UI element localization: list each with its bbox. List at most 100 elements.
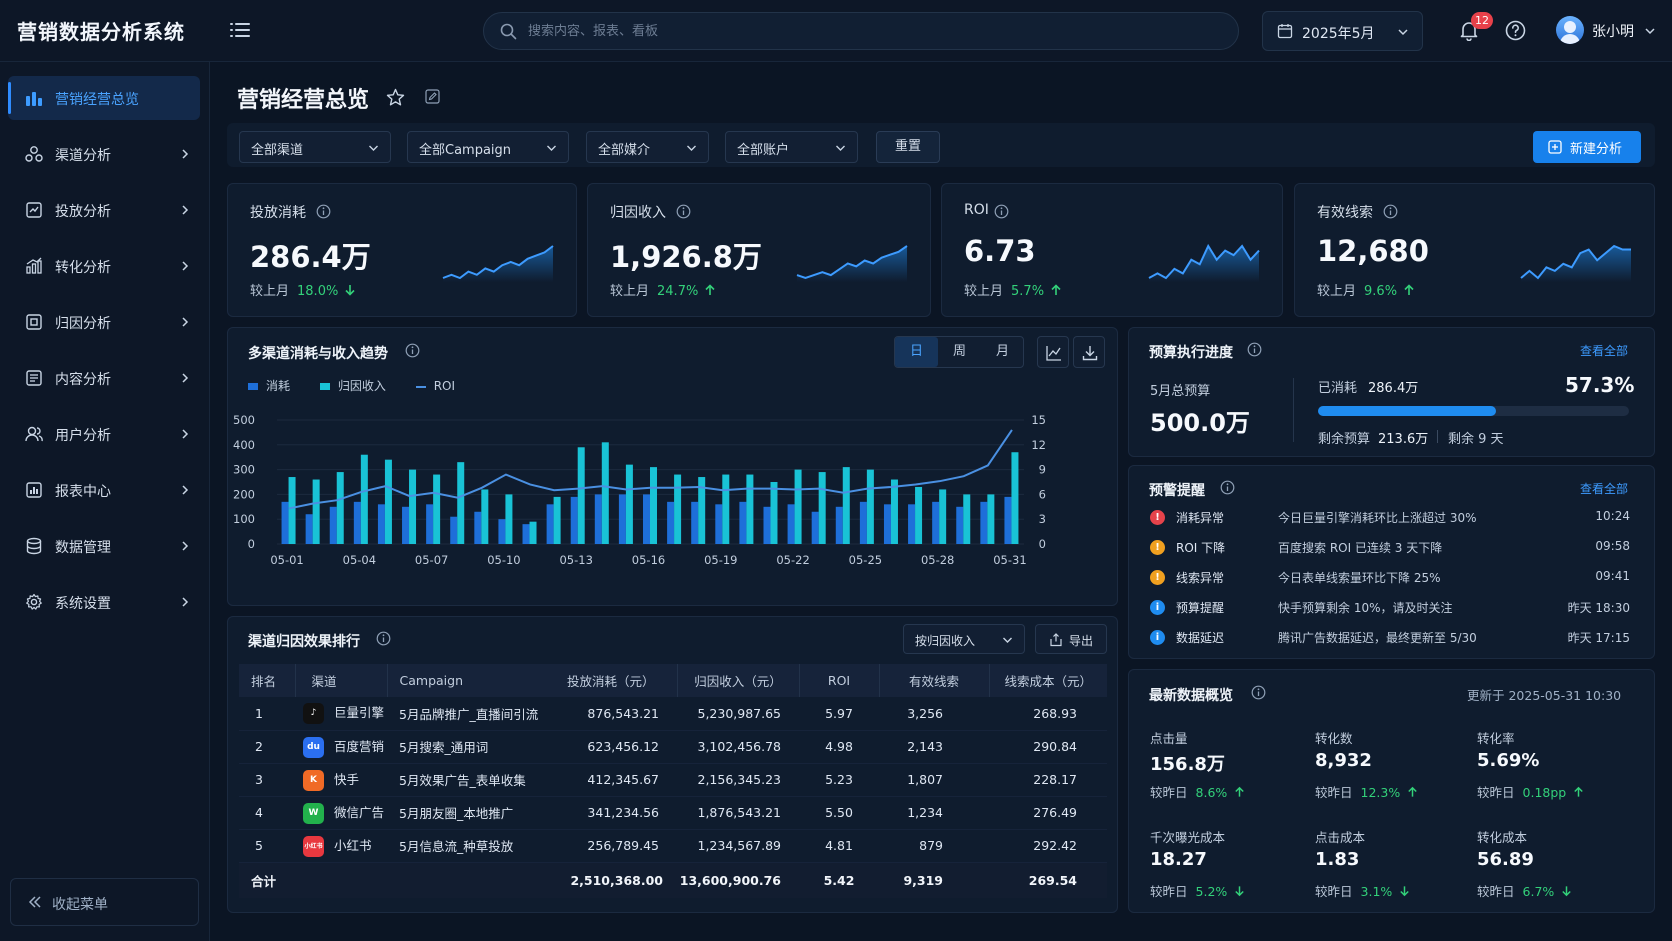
- campaign-select[interactable]: 全部Campaign: [407, 131, 569, 163]
- kpi-card-revenue[interactable]: 归因收入 1,926.8万 较上月 24.7%: [587, 183, 931, 317]
- period-week-button[interactable]: 周: [952, 344, 966, 359]
- bar-revenue[interactable]: [384, 459, 392, 544]
- bar-spend[interactable]: [643, 494, 650, 544]
- bar-revenue[interactable]: [336, 472, 344, 544]
- bar-spend[interactable]: [281, 501, 289, 544]
- sidebar-item-attribution[interactable]: 归因分析: [8, 300, 200, 344]
- user-name[interactable]: 张小明: [1592, 24, 1634, 40]
- sidebar-item-conversion[interactable]: 转化分析: [8, 244, 200, 288]
- alert-item[interactable]: ! 消耗异常 今日巨量引擎消耗环比上涨超过 30% 10:24: [1150, 508, 1630, 528]
- bar-spend[interactable]: [329, 506, 337, 544]
- bar-spend[interactable]: [715, 504, 723, 544]
- metric-tile[interactable]: 千次曝光成本 18.27 较昨日 5.2%: [1150, 827, 1310, 907]
- bar-spend[interactable]: [859, 501, 867, 544]
- info-icon[interactable]: [1220, 480, 1235, 495]
- bar-revenue[interactable]: [1011, 452, 1019, 544]
- bar-spend[interactable]: [811, 511, 819, 544]
- bar-spend[interactable]: [1004, 496, 1012, 544]
- bar-revenue[interactable]: [915, 486, 923, 544]
- bar-revenue[interactable]: [842, 467, 850, 544]
- info-icon[interactable]: [1251, 685, 1266, 700]
- bar-spend[interactable]: [763, 506, 771, 544]
- bar-revenue[interactable]: [674, 474, 682, 544]
- alert-item[interactable]: i 数据延迟 腾讯广告数据延迟，最终更新至 5/30 昨天 17:15: [1150, 628, 1630, 648]
- bar-spend[interactable]: [739, 501, 747, 544]
- col-header-leads[interactable]: 有效线索: [879, 664, 990, 697]
- export-button[interactable]: 导出: [1035, 624, 1107, 654]
- bar-revenue[interactable]: [770, 482, 778, 544]
- bar-revenue[interactable]: [577, 447, 585, 544]
- collapse-menu-button[interactable]: 收起菜单: [10, 878, 199, 926]
- bar-revenue[interactable]: [890, 479, 898, 544]
- info-icon[interactable]: [405, 343, 420, 358]
- alerts-view-all-link[interactable]: 查看全部: [1580, 482, 1629, 496]
- col-header-rank[interactable]: 排名: [239, 664, 296, 697]
- bar-spend[interactable]: [787, 504, 795, 544]
- sidebar-item-settings[interactable]: 系统设置: [8, 580, 200, 624]
- alert-item[interactable]: ! 线索异常 今日表单线索量环比下降 25% 09:41: [1150, 568, 1630, 588]
- bar-spend[interactable]: [377, 504, 385, 544]
- search-input[interactable]: [528, 13, 1208, 49]
- period-month-button[interactable]: 月: [995, 344, 1009, 359]
- col-header-revenue[interactable]: 归因收入（元）: [677, 664, 800, 697]
- sidebar-item-delivery[interactable]: 投放分析: [8, 188, 200, 232]
- bar-revenue[interactable]: [698, 477, 706, 544]
- bar-revenue[interactable]: [818, 472, 826, 544]
- bar-spend[interactable]: [426, 504, 434, 544]
- bar-revenue[interactable]: [360, 454, 368, 544]
- legend-item-revenue[interactable]: 归因收入: [319, 379, 386, 393]
- bar-revenue[interactable]: [529, 521, 537, 544]
- download-button[interactable]: [1073, 336, 1105, 368]
- bar-revenue[interactable]: [312, 479, 320, 544]
- reset-button[interactable]: 重置: [876, 131, 940, 163]
- info-icon[interactable]: [994, 204, 1009, 219]
- metric-tile[interactable]: 点击量 156.8万 较昨日 8.6%: [1150, 728, 1310, 808]
- bar-spend[interactable]: [498, 519, 506, 544]
- bar-spend[interactable]: [594, 494, 602, 544]
- bar-revenue[interactable]: [746, 474, 754, 544]
- chevron-down-icon[interactable]: [1644, 25, 1656, 37]
- bar-revenue[interactable]: [650, 467, 657, 544]
- bar-spend[interactable]: [956, 506, 964, 544]
- sidebar-item-content[interactable]: 内容分析: [8, 356, 200, 400]
- bar-spend[interactable]: [474, 511, 482, 544]
- bar-spend[interactable]: [618, 494, 626, 544]
- sort-select[interactable]: 按归因收入: [903, 624, 1025, 654]
- new-analysis-button[interactable]: 新建分析: [1533, 131, 1641, 163]
- col-header-spend[interactable]: 投放消耗（元）: [545, 664, 678, 697]
- table-row[interactable]: 4 W 微信广告 5月朋友圈_本地推广 341,234.56 1,876,543.21 5.…: [239, 796, 1107, 830]
- bar-spend[interactable]: [450, 516, 458, 544]
- bar-spend[interactable]: [883, 504, 891, 544]
- bar-revenue[interactable]: [481, 489, 489, 544]
- channel-select[interactable]: 全部渠道: [239, 131, 391, 163]
- bar-revenue[interactable]: [505, 494, 513, 544]
- kpi-card-roi[interactable]: ROI 6.73 较上月 5.7%: [941, 183, 1283, 317]
- col-header-campaign[interactable]: Campaign: [387, 664, 545, 697]
- bar-revenue[interactable]: [288, 477, 296, 544]
- help-icon[interactable]: [1505, 20, 1526, 41]
- account-select[interactable]: 全部账户: [725, 131, 858, 163]
- alert-item[interactable]: i 预算提醒 快手预算剩余 10%，请及时关注 昨天 18:30: [1150, 598, 1630, 618]
- alert-item[interactable]: ! ROI 下降 百度搜索 ROI 已连续 3 天下降 09:58: [1150, 538, 1630, 558]
- bar-spend[interactable]: [691, 501, 699, 544]
- legend-item-spend[interactable]: 消耗: [248, 379, 290, 393]
- bar-revenue[interactable]: [601, 442, 609, 544]
- info-icon[interactable]: [376, 631, 391, 646]
- bar-spend[interactable]: [305, 514, 313, 544]
- col-header-cpl[interactable]: 线索成本（元）: [989, 664, 1107, 697]
- metric-tile[interactable]: 转化率 5.69% 较昨日 0.18pp: [1477, 728, 1637, 808]
- bar-spend[interactable]: [402, 506, 410, 544]
- table-row[interactable]: 1 ♪ 巨量引擎 5月品牌推广_直播间引流 876,543.21 5,230,987.65…: [239, 697, 1107, 731]
- sidebar-item-overview[interactable]: 营销经营总览: [8, 76, 200, 120]
- sidebar-item-users[interactable]: 用户分析: [8, 412, 200, 456]
- bar-revenue[interactable]: [722, 474, 730, 544]
- bar-spend[interactable]: [546, 504, 554, 544]
- bar-revenue[interactable]: [625, 464, 633, 544]
- col-header-channel[interactable]: 渠道: [295, 664, 388, 697]
- metric-tile[interactable]: 转化数 8,932 较昨日 12.3%: [1315, 728, 1475, 808]
- bar-revenue[interactable]: [963, 494, 971, 544]
- table-row[interactable]: 3 K 快手 5月效果广告_表单收集 412,345.67 2,156,345.23 5.2…: [239, 763, 1107, 797]
- edit-icon[interactable]: [425, 89, 440, 104]
- sidebar-item-reports[interactable]: 报表中心: [8, 468, 200, 512]
- avatar[interactable]: [1556, 16, 1584, 44]
